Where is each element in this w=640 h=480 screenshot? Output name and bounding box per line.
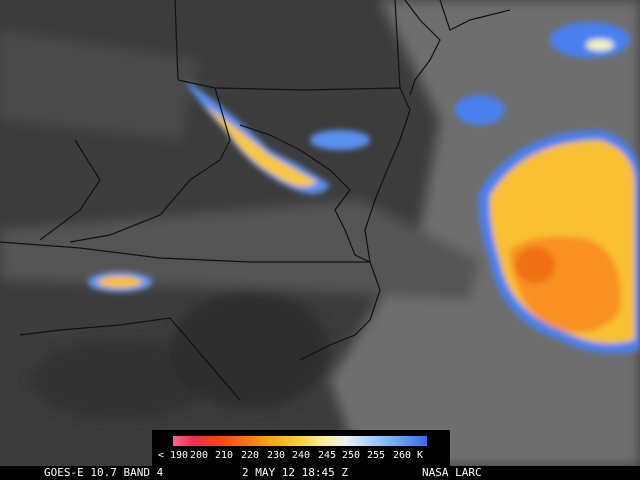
borders <box>0 0 511 401</box>
scale-label: 220 <box>240 450 260 461</box>
caption-bar: GOES-E 10.7 BAND 4 2 MAY 12 18:45 Z NASA… <box>0 466 640 480</box>
scale-label: < 190 <box>157 450 189 461</box>
time-label: 2 MAY 12 18:45 Z <box>242 466 348 479</box>
scale-label: 210 <box>214 450 234 461</box>
source-label: NASA LARC <box>422 466 482 479</box>
scale-label: 250 <box>341 450 361 461</box>
scale-label: 255 <box>366 450 386 461</box>
scale-label: 240 <box>291 450 311 461</box>
scale-label: 230 <box>266 450 286 461</box>
color-scale-strip <box>173 436 427 446</box>
satellite-image <box>0 0 640 466</box>
scale-label: 260 K <box>392 450 424 461</box>
scale-label: 200 <box>189 450 209 461</box>
color-scale: < 190 200 210 220 230 240 245 250 255 260 K <box>152 430 450 466</box>
scale-label: 245 <box>317 450 337 461</box>
storm-cells <box>88 22 640 354</box>
product-label: GOES-E 10.7 BAND 4 <box>44 466 164 479</box>
